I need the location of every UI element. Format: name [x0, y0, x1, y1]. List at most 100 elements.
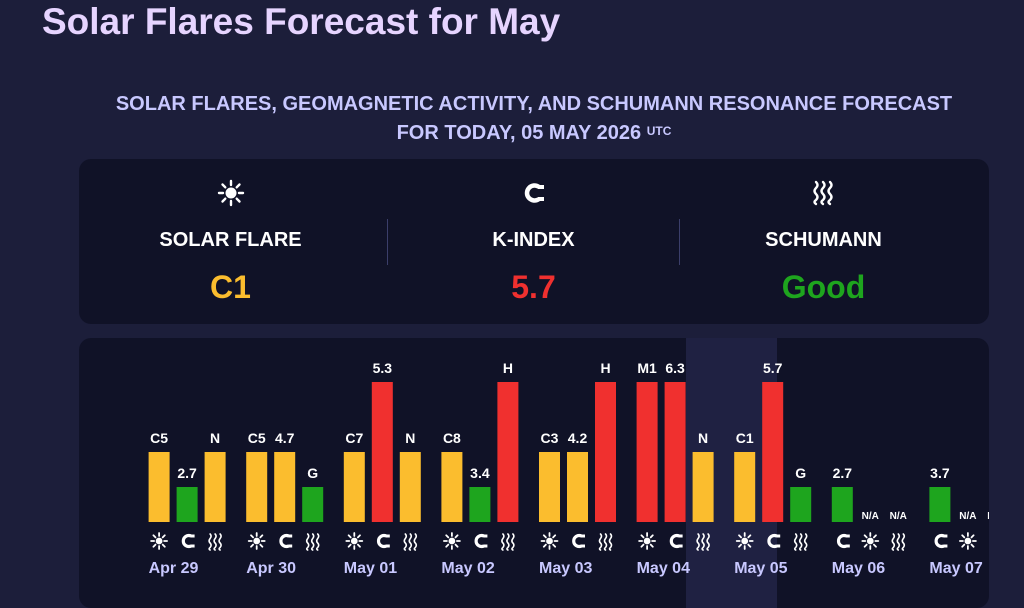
forecast-day: M1 6.3 N May 04: [636, 360, 714, 577]
bar-value-label: G: [795, 465, 806, 481]
bar-value-label: C7: [345, 430, 363, 446]
day-label: May 04: [637, 560, 690, 577]
bar-value-label: C1: [736, 430, 754, 446]
day-label: May 06: [832, 560, 885, 577]
bar-value-label: C5: [150, 430, 168, 446]
day-label: May 05: [734, 560, 787, 577]
summary-value: C1: [210, 269, 251, 305]
forecast-bar: [497, 382, 519, 522]
magnet-icon: [669, 533, 683, 549]
bar-value-label: H: [503, 360, 513, 376]
sun-icon: [442, 532, 461, 550]
waves-icon: [793, 533, 808, 551]
magnet-icon: [279, 533, 293, 549]
magnet-icon: [376, 533, 390, 549]
forecast-bar: [595, 382, 616, 522]
summary-k-index: K-INDEX 5.7: [382, 159, 685, 324]
sun-icon: [150, 532, 168, 550]
summary-label: SCHUMANN: [765, 229, 882, 251]
sun-icon: [959, 532, 977, 550]
magnet-icon: [181, 533, 195, 549]
waves-icon: [598, 533, 613, 551]
waves-icon: [208, 533, 222, 551]
summary-schumann: SCHUMANN Good: [672, 159, 975, 324]
waves-icon: [501, 533, 515, 551]
bar-value-label: 2.7: [177, 465, 197, 481]
bar-value-label: N/A: [862, 511, 879, 522]
bar-value-label: 3.4: [470, 465, 490, 481]
waves-icon: [403, 533, 418, 551]
bar-value-label: N: [405, 430, 415, 446]
bar-value-label: N/A: [959, 511, 976, 522]
forecast-bar: [831, 487, 853, 522]
sun-icon: [861, 532, 880, 550]
sun-icon: [540, 532, 559, 550]
utc-label: UTC: [646, 124, 672, 138]
forecast-bar: [176, 487, 198, 522]
forecast-bar: [734, 452, 756, 522]
forecast-day: 2.7 N/A N/A May 06: [831, 465, 907, 577]
forecast-bar: [148, 452, 170, 522]
day-label: May 07: [929, 560, 982, 577]
forecast-day: C1 5.7 G May 05: [734, 360, 812, 577]
sun-icon: [247, 532, 266, 550]
bar-value-label: N: [698, 430, 708, 446]
sun-icon: [79, 179, 382, 207]
bar-value-label: 4.7: [275, 430, 295, 446]
day-label: May 02: [441, 560, 494, 577]
summary-solar-flare: SOLAR FLARE C1: [79, 159, 382, 324]
forecast-day: C7 5.3 N May 01: [343, 360, 421, 577]
forecast-subtitle: SOLAR FLARES, GEOMAGNETIC ACTIVITY, AND …: [100, 90, 968, 148]
page-title: Solar Flares Forecast for May: [42, 1, 561, 42]
forecast-bar: [664, 382, 686, 522]
bar-value-label: 5.3: [373, 360, 393, 376]
waves-icon: [305, 533, 320, 551]
forecast-day: C8 3.4 H May 02: [441, 360, 519, 577]
day-label: Apr 29: [149, 560, 199, 577]
bar-value-label: C5: [248, 430, 266, 446]
forecast-bar: [790, 487, 812, 522]
waves-icon: [891, 533, 906, 551]
summary-label: SOLAR FLARE: [159, 229, 302, 251]
magnet-icon: [836, 533, 850, 549]
magnet-icon: [767, 533, 781, 549]
magnet-icon: [474, 533, 488, 549]
forecast-bar: [692, 452, 714, 522]
sun-icon: [735, 532, 754, 550]
bar-value-label: G: [307, 465, 318, 481]
forecast-bar: [246, 452, 268, 522]
day-label: May 01: [344, 560, 397, 577]
forecast-bar: [399, 452, 421, 522]
waves-icon: [696, 533, 710, 551]
magnet-icon: [572, 533, 585, 549]
magnet-icon: [382, 179, 685, 207]
forecast-bar: [567, 452, 588, 522]
bar-value-label: C3: [541, 430, 559, 446]
summary-divider: [387, 219, 388, 265]
forecast-day: C3 4.2 H May 03: [539, 360, 616, 577]
forecast-bar: [343, 452, 365, 522]
forecast-bar: [302, 487, 324, 522]
summary-divider: [679, 219, 680, 265]
bar-value-label: H: [600, 360, 610, 376]
bar-value-label: N/A: [890, 511, 907, 522]
forecast-bar: [441, 452, 463, 522]
bar-value-label: N: [210, 430, 220, 446]
forecast-bar: [636, 382, 658, 522]
bar-value-label: 6.3: [665, 360, 685, 376]
forecast-bar: [929, 487, 951, 522]
day-label: Apr 30: [246, 560, 296, 577]
forecast-day: 3.7 N/A N/A May 07: [929, 465, 989, 577]
summary-value: Good: [781, 269, 866, 305]
bar-value-label: 5.7: [763, 360, 783, 376]
forecast-bar: [371, 382, 393, 522]
bar-value-label: M1: [637, 360, 657, 376]
summary-value: 5.7: [511, 269, 556, 305]
bar-value-label: C8: [443, 430, 461, 446]
sun-icon: [345, 532, 364, 550]
day-label: May 03: [539, 560, 592, 577]
sun-icon: [638, 532, 656, 550]
forecast-bar: [762, 382, 784, 522]
